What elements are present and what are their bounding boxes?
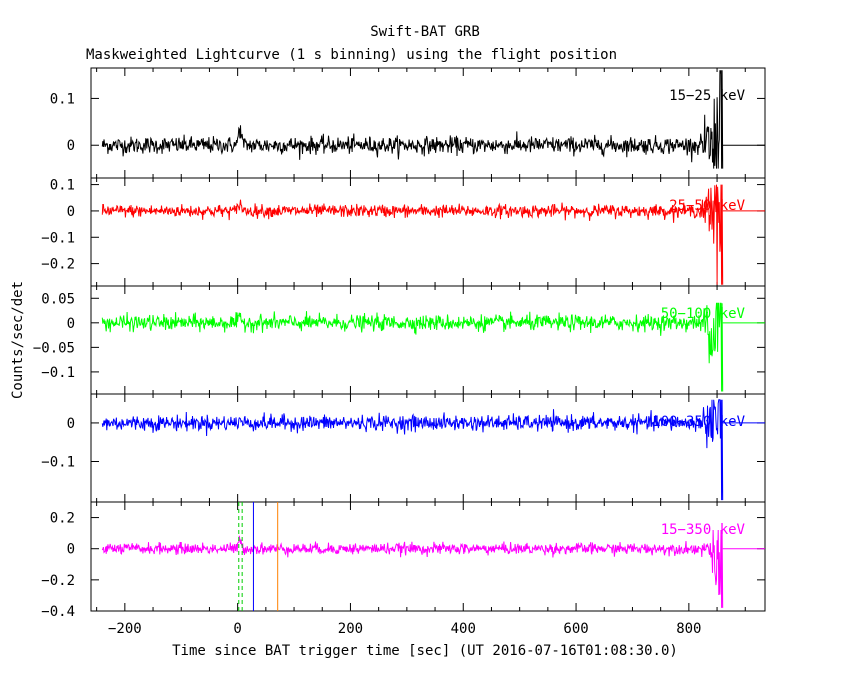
y-tick-label: 0 <box>67 204 75 220</box>
series-line <box>101 399 724 501</box>
panel-frame <box>90 501 766 612</box>
x-tick-label: 400 <box>451 621 476 637</box>
panel-frame <box>90 393 766 503</box>
y-tick-label: 0.05 <box>41 291 75 307</box>
panels-group: 00.1 15−25 keV−0.2−0.100.125−50 keV−0.1−0… <box>33 67 766 620</box>
panel-4: −0.4 −0.2 0 0.2 15−350 keV <box>41 501 766 620</box>
y-tick-label: 0 <box>67 542 75 558</box>
y-tick-label: 0 <box>67 138 75 154</box>
chart-subtitle: Maskweighted Lightcurve (1 s binning) us… <box>86 47 617 63</box>
series-line <box>101 184 724 285</box>
x-tick-label: 800 <box>676 621 701 637</box>
y-tick-label: −0.1 <box>41 365 75 381</box>
chart-title: Swift-BAT GRB <box>370 24 480 40</box>
series-label: 50−100 keV <box>661 306 746 322</box>
series-label: 100−350 keV <box>652 414 745 430</box>
series-label: 15−350 keV <box>661 522 746 538</box>
y-tick-label: 0.1 <box>50 91 75 107</box>
panel-frame <box>90 67 766 179</box>
y-tick-label: 0.1 <box>50 178 75 194</box>
y-tick-label: −0.2 <box>41 257 75 273</box>
series-line <box>101 302 724 392</box>
x-axis: −200 0 200 400 600 800 <box>108 621 702 637</box>
y-axis-label: Counts/sec/det <box>10 281 26 399</box>
y-tick-label: −0.2 <box>41 573 75 589</box>
series-label: 25−50 keV <box>669 198 745 214</box>
panel-frame <box>90 177 766 287</box>
series-line <box>101 70 724 169</box>
x-tick-label: 200 <box>338 621 363 637</box>
panel-2: −0.1 −0.05 0 0.05 50−100 keV <box>33 285 766 395</box>
y-tick-label: −0.1 <box>41 230 75 246</box>
y-tick-label: −0.05 <box>33 340 75 356</box>
series-label: 15−25 keV <box>669 88 745 104</box>
y-tick-label: −0.1 <box>41 455 75 471</box>
y-tick-label: 0 <box>67 316 75 332</box>
y-tick-label: 0.2 <box>50 511 75 527</box>
x-tick-label: 0 <box>233 621 241 637</box>
x-tick-label: 600 <box>563 621 588 637</box>
panel-frame <box>90 285 766 395</box>
x-axis-label: Time since BAT trigger time [sec] (UT 20… <box>172 643 678 659</box>
panel-3: −0.1 0 100−350 keV <box>41 393 766 503</box>
panel-1: −0.2 −0.1 0 0.1 25−50 keV <box>41 177 766 287</box>
y-tick-label: 0 <box>67 416 75 432</box>
x-tick-label: −200 <box>108 621 142 637</box>
series-line <box>101 529 724 608</box>
panel-0: 0 0.1 15−25 keV <box>50 67 766 179</box>
y-tick-label: −0.4 <box>41 604 75 620</box>
